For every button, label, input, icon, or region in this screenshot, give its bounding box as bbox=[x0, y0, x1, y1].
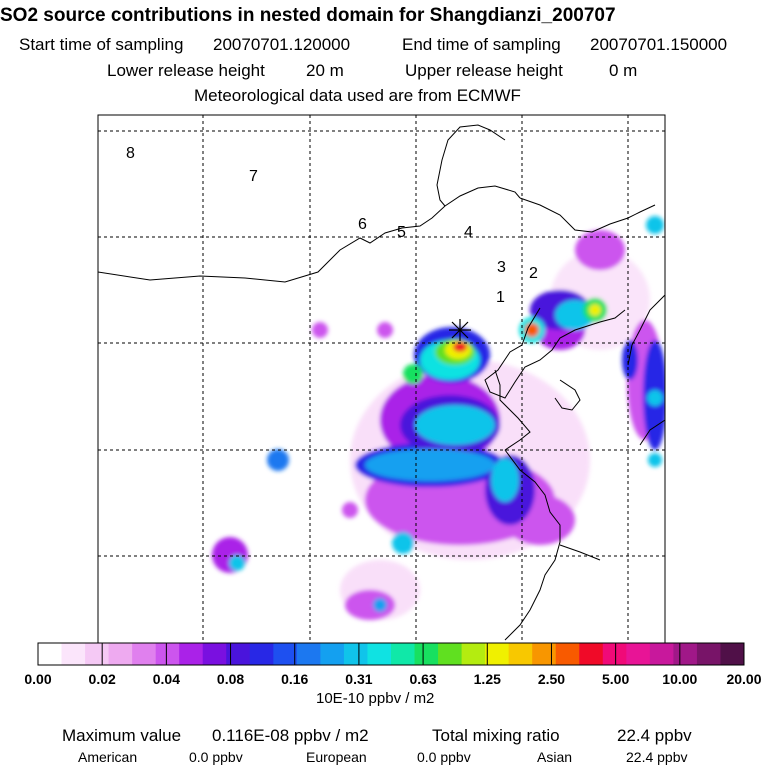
max-value: 0.116E-08 ppbv / m2 bbox=[212, 726, 369, 745]
colorbar-tick-label: 0.63 bbox=[409, 671, 436, 687]
colorbar-cell bbox=[367, 643, 392, 665]
colorbar-cell bbox=[508, 643, 533, 665]
colorbar-cell bbox=[273, 643, 298, 665]
colorbar-tick-label: 2.50 bbox=[538, 671, 565, 687]
colorbar-tick-label: 1.25 bbox=[474, 671, 501, 687]
colorbar-cell bbox=[673, 643, 698, 665]
colorbar bbox=[37, 642, 745, 666]
colorbar-tick-label: 0.31 bbox=[345, 671, 372, 687]
region-label-6: 6 bbox=[358, 216, 367, 233]
colorbar-cell bbox=[626, 643, 651, 665]
colorbar-cell bbox=[485, 643, 510, 665]
region-label-7: 7 bbox=[249, 168, 258, 185]
region-label-3: 3 bbox=[497, 259, 506, 276]
colorbar-cell bbox=[532, 643, 557, 665]
start-time-label: Start time of sampling bbox=[19, 35, 184, 54]
european-value: 0.0 ppbv bbox=[417, 749, 471, 765]
page-title: SO2 source contributions in nested domai… bbox=[0, 5, 616, 26]
colorbar-cell bbox=[696, 643, 721, 665]
colorbar-cell bbox=[320, 643, 345, 665]
colorbar-tick-label: 0.08 bbox=[217, 671, 244, 687]
colorbar-cell bbox=[155, 643, 180, 665]
end-time-value: 20070701.150000 bbox=[590, 35, 728, 54]
region-label-8: 8 bbox=[126, 145, 135, 162]
concentration-field bbox=[212, 216, 665, 620]
colorbar-cell bbox=[391, 643, 415, 665]
region-label-2: 2 bbox=[529, 265, 538, 282]
colorbar-cell bbox=[296, 643, 321, 665]
colorbar-cell bbox=[179, 643, 204, 665]
colorbar-unit: 10E-10 ppbv / m2 bbox=[316, 690, 435, 707]
met-data-line: Meteorological data used are from ECMWF bbox=[194, 86, 521, 105]
colorbar-cell bbox=[226, 643, 251, 665]
colorbar-cell bbox=[414, 643, 439, 665]
american-label: American bbox=[78, 749, 138, 765]
colorbar-tick-label: 20.00 bbox=[726, 671, 761, 687]
max-value-label: Maximum value bbox=[62, 726, 182, 745]
lat-lon-grid bbox=[98, 115, 665, 647]
region-labels: 8 7 6 5 4 3 2 1 bbox=[126, 145, 538, 306]
colorbar-tick-label: 0.04 bbox=[153, 671, 180, 687]
upper-release-value: 0 m bbox=[609, 61, 638, 80]
lower-release-value: 20 m bbox=[306, 61, 344, 80]
receptor-star-icon bbox=[449, 319, 471, 341]
asian-value: 22.4 ppbv bbox=[626, 749, 688, 765]
start-time-value: 20070701.120000 bbox=[213, 35, 351, 54]
american-value: 0.0 ppbv bbox=[189, 749, 243, 765]
colorbar-cell bbox=[579, 643, 604, 665]
colorbar-cell bbox=[202, 643, 227, 665]
colorbar-cell bbox=[61, 643, 86, 665]
upper-release-label: Upper release height bbox=[405, 61, 563, 80]
colorbar-tick-label: 0.00 bbox=[24, 671, 51, 687]
region-label-5: 5 bbox=[397, 224, 406, 241]
colorbar-cell bbox=[602, 643, 627, 665]
colorbar-cell bbox=[38, 643, 62, 665]
colorbar-tick-labels: 0.00 0.02 0.04 0.08 0.16 0.31 0.63 1.25 2.50 5.00… bbox=[24, 671, 761, 687]
colorbar-cell bbox=[132, 643, 157, 665]
colorbar-cell bbox=[438, 643, 462, 665]
lower-release-label: Lower release height bbox=[107, 61, 265, 80]
colorbar-tick-label: 10.00 bbox=[662, 671, 697, 687]
colorbar-tick-label: 0.02 bbox=[89, 671, 116, 687]
colorbar-cell bbox=[343, 643, 368, 665]
total-mixing-value: 22.4 ppbv bbox=[617, 726, 692, 745]
total-mixing-label: Total mixing ratio bbox=[432, 726, 560, 745]
colorbar-cell bbox=[108, 643, 133, 665]
coastline bbox=[98, 124, 665, 641]
end-time-label: End time of sampling bbox=[402, 35, 561, 54]
european-label: European bbox=[306, 749, 367, 765]
colorbar-tick-label: 0.16 bbox=[281, 671, 308, 687]
colorbar-tick-label: 5.00 bbox=[602, 671, 629, 687]
region-label-1: 1 bbox=[496, 289, 505, 306]
colorbar-cell bbox=[720, 643, 745, 665]
colorbar-cell bbox=[555, 643, 580, 665]
colorbar-cell bbox=[85, 643, 109, 665]
colorbar-cell bbox=[249, 643, 274, 665]
colorbar-cell bbox=[461, 643, 486, 665]
colorbar-cell bbox=[649, 643, 674, 665]
region-label-4: 4 bbox=[464, 224, 473, 241]
asian-label: Asian bbox=[537, 749, 573, 765]
